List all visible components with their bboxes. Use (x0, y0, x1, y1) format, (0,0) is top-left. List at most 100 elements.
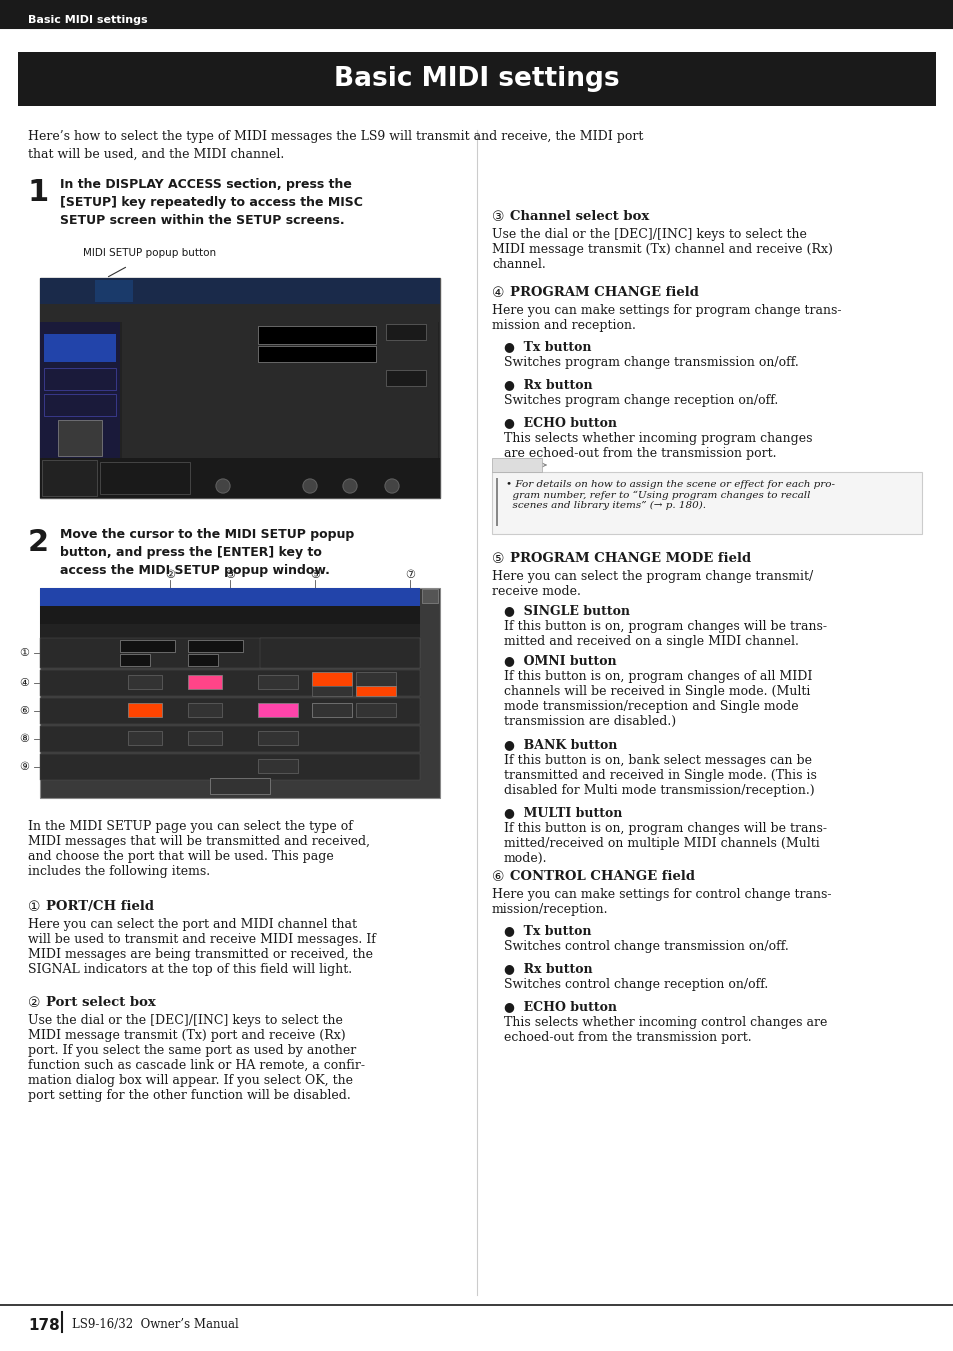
Bar (40, 278, 439, 499)
Text: Basic MIDI settings: Basic MIDI settings (334, 66, 619, 92)
Text: 00 00 00 00 00 00: 00 00 00 00 00 00 (240, 409, 310, 419)
Text: ECHO: ECHO (266, 705, 290, 713)
Text: Rx: Rx (219, 607, 231, 616)
Text: LS9-16/32  Owner’s Manual: LS9-16/32 Owner’s Manual (71, 1319, 238, 1331)
Text: SETUP screen within the SETUP screens.: SETUP screen within the SETUP screens. (60, 213, 344, 227)
Text: HINT: HINT (495, 459, 521, 469)
Text: access the MIDI SETUP popup window.: access the MIDI SETUP popup window. (60, 563, 330, 577)
Bar (257, 759, 297, 773)
Bar (312, 686, 352, 696)
Text: ●  MULTI button: ● MULTI button (503, 807, 621, 819)
Text: • For details on how to assign the scene or effect for each pro-
  gram number, : • For details on how to assign the scene… (505, 480, 834, 511)
Text: DATE/TIME: DATE/TIME (126, 324, 171, 332)
Bar (496, 478, 497, 526)
Text: CHANGE: CHANGE (50, 377, 80, 382)
Bar (40, 698, 419, 724)
Circle shape (385, 480, 398, 493)
Bar (120, 654, 150, 666)
Text: ⑥: ⑥ (19, 707, 29, 716)
Text: [SETUP] key repeatedly to access the MISC: [SETUP] key repeatedly to access the MIS… (60, 196, 362, 209)
Text: ▼ SET: ▼ SET (390, 372, 412, 380)
Bar (421, 589, 437, 603)
Text: Switches control change transmission on/off.: Switches control change transmission on/… (503, 940, 788, 952)
Bar (355, 686, 395, 696)
Text: Switches program change transmission on/off.: Switches program change transmission on/… (503, 357, 798, 369)
Text: BRIGHTNESS: BRIGHTNESS (280, 461, 324, 467)
Text: SIGNAL: SIGNAL (201, 626, 229, 634)
Bar (188, 731, 222, 744)
Text: COMMAND: COMMAND (54, 767, 95, 775)
Text: ST1 ST2 ST3 ST4: ST1 ST2 ST3 ST4 (319, 282, 378, 288)
Text: ⑨: ⑨ (19, 762, 29, 771)
Bar (40, 754, 419, 780)
Text: PROGRAM CHANGE MODE field: PROGRAM CHANGE MODE field (510, 553, 750, 565)
Text: NETWORK: NETWORK (126, 370, 169, 380)
Text: MIDI: MIDI (48, 324, 67, 332)
Text: SUBNET MASK: SUBNET MASK (126, 403, 180, 411)
Text: MIDI SETUP popup button: MIDI SETUP popup button (83, 249, 216, 258)
Text: MULTI: MULTI (366, 674, 386, 680)
Text: TABLE: TABLE (365, 705, 386, 711)
Text: 100BASE-TX: 100BASE-TX (240, 378, 286, 386)
Text: TIME: TIME (126, 347, 144, 357)
Bar (188, 640, 243, 653)
Text: ⑥: ⑥ (492, 870, 504, 884)
Bar (40, 588, 439, 798)
Bar (40, 322, 120, 499)
Text: CHANGE: CHANGE (59, 684, 91, 692)
Text: This selects whether incoming program changes
are echoed-out from the transmissi: This selects whether incoming program ch… (503, 432, 812, 459)
Text: Switches program change reception on/off.: Switches program change reception on/off… (503, 394, 778, 407)
Text: x: x (426, 590, 432, 600)
Text: PROGRAM CHANGE field: PROGRAM CHANGE field (510, 286, 699, 299)
Bar (44, 334, 116, 362)
Text: ④: ④ (19, 678, 29, 688)
Text: ②: ② (165, 570, 174, 580)
Text: Here’s how to select the type of MIDI messages the LS9 will transmit and receive: Here’s how to select the type of MIDI me… (28, 130, 642, 143)
Text: In the DISPLAY ACCESS section, press the: In the DISPLAY ACCESS section, press the (60, 178, 352, 190)
Text: Switches control change reception on/off.: Switches control change reception on/off… (503, 978, 767, 992)
Bar (42, 459, 97, 496)
Text: GATEWAY ADDRESS: GATEWAY ADDRESS (126, 394, 201, 403)
Bar (40, 607, 419, 624)
Bar (355, 671, 395, 686)
Text: CONTRAST: CONTRAST (205, 461, 242, 467)
Text: SCREEN PANEL LAMP: SCREEN PANEL LAMP (274, 469, 348, 476)
Text: Tx: Tx (150, 607, 160, 616)
Bar (18, 51, 935, 105)
Text: that will be used, and the MIDI channel.: that will be used, and the MIDI channel. (28, 149, 284, 161)
Bar (122, 322, 437, 496)
Text: If this button is on, bank select messages can be
transmitted and received in Si: If this button is on, bank select messag… (503, 754, 816, 797)
Bar (260, 638, 419, 667)
Text: Move the cursor to the MIDI SETUP popup: Move the cursor to the MIDI SETUP popup (60, 528, 354, 540)
Circle shape (303, 480, 316, 493)
Text: 16:10:30: 16:10:30 (262, 347, 310, 357)
Text: OTHER: OTHER (62, 759, 88, 767)
Text: ch 1: ch 1 (44, 290, 62, 300)
Text: ⑤: ⑤ (492, 553, 504, 566)
Text: CH 1: CH 1 (44, 282, 64, 290)
Text: CONSOLE: CONSOLE (44, 461, 77, 467)
Text: PROGRAM: PROGRAM (55, 676, 94, 684)
Text: PROGRAM: PROGRAM (48, 370, 83, 376)
Bar (40, 624, 419, 638)
Circle shape (343, 480, 356, 493)
Text: R         ADMIN: R ADMIN (140, 290, 197, 300)
Bar (58, 420, 102, 457)
Text: CHANGE: CHANGE (59, 711, 91, 720)
Text: LOCK: LOCK (48, 467, 66, 474)
Text: OMNI: OMNI (322, 688, 341, 694)
Text: LINK MODE: LINK MODE (126, 378, 169, 386)
Text: Here you can make settings for control change trans-
mission/reception.: Here you can make settings for control c… (492, 888, 831, 916)
Text: MAC ADDRESS: MAC ADDRESS (126, 409, 182, 419)
Text: NRPN: NRPN (322, 705, 341, 711)
Text: ⑤: ⑤ (310, 570, 319, 580)
Text: BANK: BANK (366, 688, 385, 694)
Text: CONTROL: CONTROL (56, 703, 93, 712)
Text: Rx: Rx (199, 705, 211, 713)
Text: ①: ① (28, 900, 40, 915)
Text: 1: 1 (200, 655, 206, 663)
Bar (120, 640, 174, 653)
Bar (44, 367, 116, 390)
Text: Here you can make settings for program change trans-
mission and reception.: Here you can make settings for program c… (492, 304, 841, 332)
Text: CONTROL CHANGE field: CONTROL CHANGE field (510, 870, 695, 884)
